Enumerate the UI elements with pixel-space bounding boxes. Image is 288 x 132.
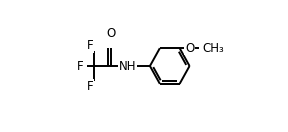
Text: NH: NH [119,60,136,72]
Text: O: O [185,42,194,55]
Text: F: F [87,80,93,93]
Text: CH₃: CH₃ [202,42,224,55]
Text: F: F [77,60,83,72]
Text: O: O [106,27,115,40]
Text: F: F [87,39,93,52]
